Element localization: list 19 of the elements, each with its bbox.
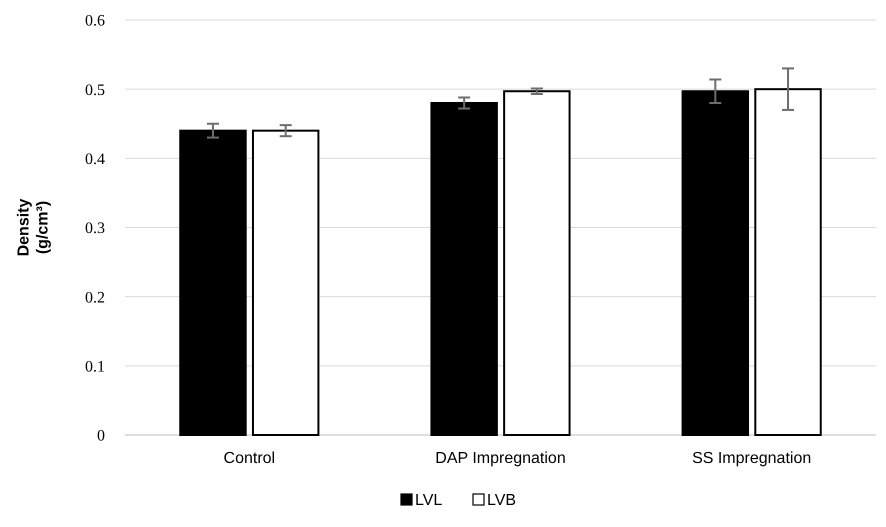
y-tick-label: 0.4 — [85, 150, 105, 168]
bar — [754, 88, 822, 436]
bar — [682, 90, 750, 436]
x-tick-label: Control — [224, 450, 276, 467]
bar — [430, 102, 498, 436]
y-tick-label: 0 — [97, 428, 105, 445]
y-tick-label: 0.2 — [85, 289, 105, 306]
y-tick-label: 0.5 — [85, 82, 105, 99]
legend-label: LVL — [415, 492, 442, 509]
x-tick-label: SS Impregnation — [692, 450, 812, 467]
bar — [503, 90, 571, 436]
y-tick-label: 0.3 — [85, 220, 105, 238]
y-tick-label: 0.6 — [85, 12, 105, 30]
bar — [179, 130, 247, 436]
bar — [252, 130, 320, 436]
y-tick-label: 0.1 — [85, 358, 105, 376]
legend-label: LVB — [487, 492, 516, 509]
y-axis-title: Density (g/cm³) — [15, 198, 52, 256]
x-tick-label: DAP Impregnation — [435, 450, 566, 467]
